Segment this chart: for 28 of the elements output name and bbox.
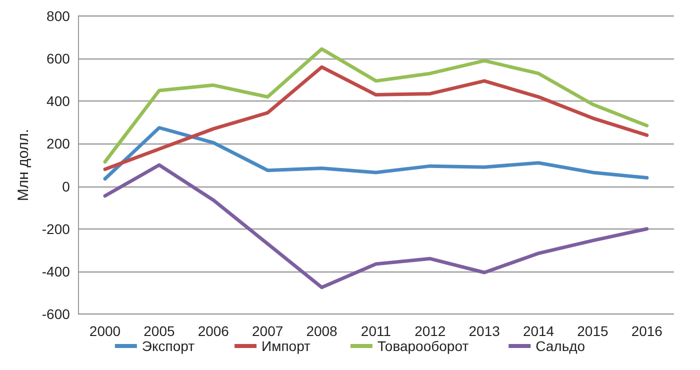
y-tick-label: 200 [46, 136, 70, 152]
y-tick-label: 400 [46, 93, 70, 110]
line-series [103, 126, 649, 181]
line-series [103, 65, 649, 172]
line-series [103, 163, 649, 290]
legend-label: Экспорт [142, 338, 196, 354]
y-axis-title: Млн долл. [15, 128, 32, 202]
x-tick-label: 2012 [414, 323, 446, 339]
line-series [103, 47, 649, 164]
x-tick-label: 2007 [252, 323, 284, 339]
legend-label: Импорт [262, 338, 312, 354]
y-tick-label: -200 [42, 220, 70, 237]
y-tick-label: -400 [42, 263, 70, 280]
x-tick-label: 2014 [522, 323, 554, 339]
y-tick-label: 0 [62, 178, 70, 194]
x-tick-label: 2011 [360, 323, 392, 339]
x-tick-label: 2000 [89, 323, 121, 339]
x-tick-label: 2015 [577, 323, 608, 339]
legend-label: Товарооборот [377, 338, 470, 354]
x-tick-label: 2013 [468, 323, 500, 339]
y-tick-label: -600 [42, 306, 70, 322]
y-tick-label: 600 [46, 50, 70, 67]
x-tick-label: 2008 [306, 323, 338, 339]
x-tick-label: 2016 [631, 323, 663, 339]
x-tick-label: 2006 [198, 323, 230, 339]
y-tick-label: 800 [46, 8, 70, 24]
x-tick-label: 2005 [144, 323, 175, 339]
legend-label: Сальдо [536, 338, 586, 354]
